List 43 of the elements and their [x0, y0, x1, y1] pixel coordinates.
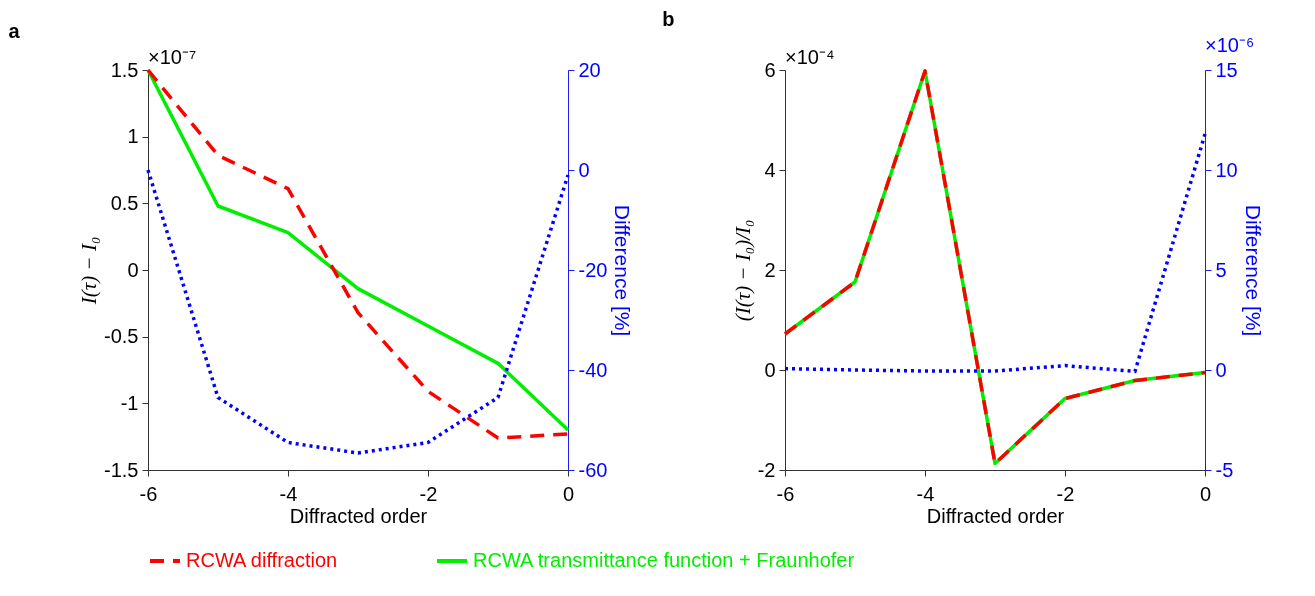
y-tick-label: 0 [764, 358, 776, 381]
y-tick-label: 1.5 [110, 58, 139, 81]
y-tick-label: -2 [757, 458, 776, 481]
x-tick-label: -2 [419, 482, 438, 505]
x-tick-label: 0 [1199, 482, 1212, 505]
x-axis-title: Diffracted order [926, 504, 1065, 527]
y2-tick-label: 15 [1215, 58, 1238, 81]
chart-title: b [662, 8, 675, 30]
y2-tick-label: -60 [578, 458, 608, 481]
y-tick-label: 0.5 [110, 191, 139, 214]
y-tick-label: 0 [127, 258, 139, 281]
x-tick-label: 0 [562, 482, 575, 505]
y-tick-label: -1.5 [104, 458, 139, 481]
y2-tick-label: 20 [578, 58, 601, 81]
x-tick-label: -4 [916, 482, 935, 505]
y2-tick-label: 0 [1215, 358, 1227, 381]
y2-axis-title: Difference [%] [611, 204, 635, 337]
y2-axis-title: Difference [%] [1241, 204, 1265, 337]
x-tick-label: -6 [776, 482, 795, 505]
y-tick-label: 2 [764, 258, 776, 281]
text: ×10⁻⁶ [1205, 34, 1255, 56]
y-tick-label: -1 [120, 391, 139, 414]
y-axis-title: (I(τ) − I₀)/I₀ [730, 219, 755, 322]
y-tick-label: 4 [764, 158, 776, 181]
y-tick-label: 1 [127, 125, 139, 148]
chart-title: a [8, 20, 21, 42]
x-tick-label: -2 [1056, 482, 1075, 505]
y2-tick-label: -20 [578, 258, 608, 281]
y2-tick-label: -40 [578, 358, 608, 381]
y2-tick-label: 5 [1215, 258, 1227, 281]
legend-label: RCWA transmittance function + Fraunhofer [473, 549, 855, 571]
text: ×10⁻⁷ [148, 46, 197, 68]
y-axis-title: I(τ) − I₀ [77, 236, 102, 306]
x-axis-title: Diffracted order [289, 504, 428, 527]
y-tick-label: 6 [764, 58, 776, 81]
text: ×10⁻⁴ [785, 46, 835, 68]
x-tick-label: -6 [139, 482, 158, 505]
x-tick-label: -4 [279, 482, 298, 505]
y2-tick-label: 0 [578, 158, 590, 181]
legend-label: RCWA diffraction [186, 549, 338, 571]
y2-tick-label: 10 [1215, 158, 1238, 181]
y2-tick-label: -5 [1215, 458, 1234, 481]
y-tick-label: -0.5 [104, 325, 139, 348]
